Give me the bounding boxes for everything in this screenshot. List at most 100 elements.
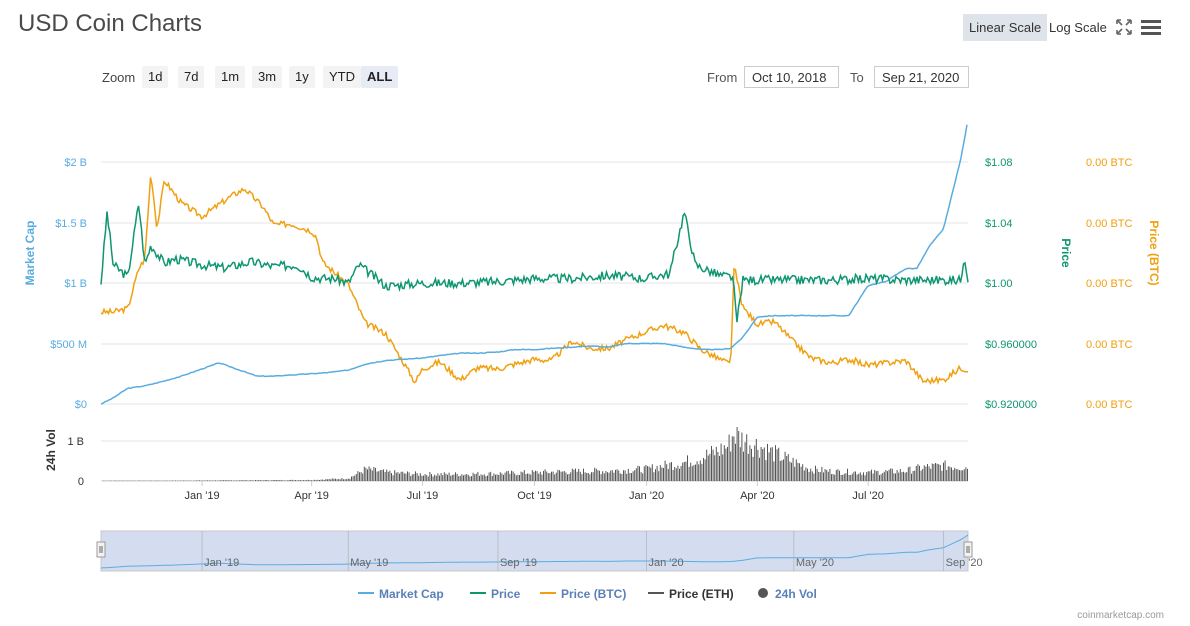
volume-bar bbox=[367, 469, 368, 481]
volume-bar bbox=[896, 470, 898, 481]
volume-bar bbox=[229, 480, 231, 481]
navigator-tick-label: May '20 bbox=[796, 557, 834, 569]
volume-bar bbox=[416, 473, 418, 481]
volume-bar bbox=[747, 453, 749, 481]
zoom-7d-button[interactable]: 7d bbox=[178, 66, 205, 88]
zoom-3m-button[interactable]: 3m bbox=[252, 66, 283, 88]
zoom-1d-button[interactable]: 1d bbox=[142, 66, 169, 88]
price-btc-tick-label: 0.00 BTC bbox=[1086, 399, 1133, 411]
zoom-1y-button[interactable]: 1y bbox=[289, 66, 315, 88]
volume-bar bbox=[336, 479, 338, 481]
volume-bar bbox=[850, 475, 852, 481]
volume-bar bbox=[360, 472, 362, 481]
volume-bar bbox=[824, 469, 826, 481]
volume-bar bbox=[621, 474, 623, 481]
volume-bar bbox=[266, 479, 268, 481]
zoom-all-button[interactable]: ALL bbox=[361, 66, 399, 88]
volume-bar bbox=[679, 468, 680, 481]
volume-bar bbox=[861, 474, 863, 481]
legend-item[interactable]: 24h Vol bbox=[758, 587, 817, 601]
fullscreen-icon[interactable] bbox=[1116, 19, 1132, 40]
volume-bar bbox=[490, 471, 492, 481]
volume-bar bbox=[933, 463, 935, 481]
volume-bar bbox=[474, 474, 476, 481]
navigator-left-handle[interactable] bbox=[96, 541, 106, 558]
volume-bar bbox=[775, 445, 776, 481]
volume-bar bbox=[269, 480, 271, 481]
volume-bar bbox=[344, 479, 346, 481]
volume-bar bbox=[690, 462, 692, 481]
volume-bar bbox=[751, 448, 752, 481]
volume-bar bbox=[906, 472, 908, 481]
volume-bar bbox=[637, 465, 639, 481]
legend-item[interactable]: Market Cap bbox=[358, 587, 444, 601]
volume-bar bbox=[371, 470, 373, 481]
market-cap-line bbox=[100, 124, 968, 405]
volume-bar bbox=[283, 480, 285, 481]
volume-bar bbox=[688, 466, 690, 481]
volume-bar bbox=[576, 471, 578, 481]
volume-bar bbox=[368, 466, 370, 481]
volume-bar bbox=[341, 477, 343, 481]
price-btc-tick-label: 0.00 BTC bbox=[1086, 157, 1133, 169]
volume-bar bbox=[627, 469, 629, 481]
gridlines bbox=[101, 161, 968, 482]
zoom-1m-button[interactable]: 1m bbox=[215, 66, 246, 88]
volume-bar bbox=[639, 466, 640, 481]
volume-bar bbox=[907, 467, 909, 481]
navigator-tick-label: Jan '19 bbox=[204, 557, 239, 569]
credit-link[interactable]: coinmarketcap.com bbox=[1077, 610, 1164, 621]
volume-bar bbox=[591, 472, 592, 481]
volume-bar bbox=[963, 469, 965, 481]
volume-bar bbox=[696, 461, 698, 481]
linear-scale-button[interactable]: Linear Scale bbox=[963, 14, 1048, 41]
volume-bar bbox=[752, 456, 754, 481]
volume-bar bbox=[370, 468, 372, 481]
volume-bar bbox=[899, 468, 901, 481]
volume-bar bbox=[880, 474, 882, 481]
legend-item[interactable]: Price bbox=[470, 587, 521, 601]
volume-bar bbox=[626, 473, 628, 481]
volume-bar bbox=[397, 472, 399, 481]
volume-bar bbox=[258, 480, 260, 481]
to-date-input[interactable]: Sep 21, 2020 bbox=[874, 66, 969, 88]
navigator-tick-label: May '19 bbox=[350, 557, 388, 569]
volume-bar bbox=[856, 474, 858, 481]
from-date-input[interactable]: Oct 10, 2018 bbox=[744, 66, 839, 88]
zoom-ytd-button[interactable]: YTD bbox=[323, 66, 361, 88]
volume-bar bbox=[642, 473, 644, 481]
market-cap-tick-label: $1.5 B bbox=[55, 218, 87, 230]
volume-bar bbox=[592, 472, 594, 481]
legend-item[interactable]: Price (ETH) bbox=[648, 587, 734, 601]
price-tick-label: $0.920000 bbox=[985, 399, 1037, 411]
volume-bar bbox=[256, 480, 258, 481]
volume-bar bbox=[594, 467, 596, 481]
volume-bar bbox=[384, 472, 386, 481]
volume-bar bbox=[746, 434, 748, 481]
volume-bar bbox=[823, 472, 824, 481]
volume-bar bbox=[579, 471, 581, 481]
volume-bar bbox=[439, 475, 440, 481]
volume-bar bbox=[239, 480, 240, 481]
volume-bar bbox=[447, 474, 448, 481]
volume-bar bbox=[698, 464, 700, 481]
volume-bar bbox=[568, 473, 570, 481]
volume-bar bbox=[482, 475, 484, 481]
navigator-right-handle[interactable] bbox=[963, 541, 973, 558]
volume-bar bbox=[951, 467, 952, 481]
hamburger-menu-icon[interactable] bbox=[1141, 19, 1161, 40]
legend-item[interactable]: Price (BTC) bbox=[540, 587, 626, 601]
volume-bar bbox=[666, 464, 668, 481]
x-tick-label: Oct '19 bbox=[517, 490, 552, 502]
volume-bar bbox=[938, 464, 940, 481]
volume-bar bbox=[885, 470, 887, 481]
volume-bar bbox=[272, 480, 274, 481]
volume-bar bbox=[419, 473, 421, 481]
log-scale-button[interactable]: Log Scale bbox=[1049, 20, 1107, 35]
volume-bar bbox=[776, 449, 778, 481]
legend-label: Price bbox=[491, 587, 521, 601]
volume-bar bbox=[615, 469, 616, 481]
volume-bar bbox=[731, 436, 733, 481]
volume-bar bbox=[546, 471, 548, 481]
